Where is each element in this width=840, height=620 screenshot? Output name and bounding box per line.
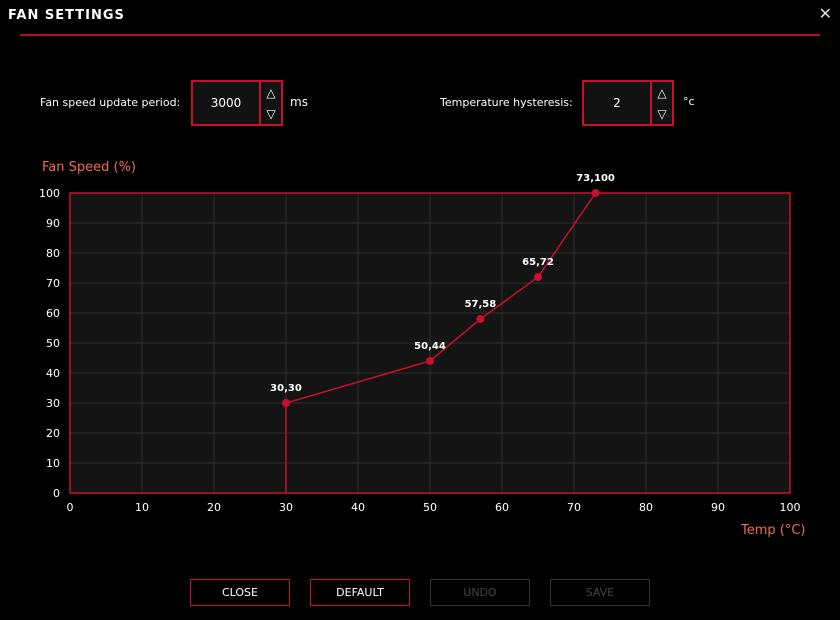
close-button[interactable]: CLOSE (190, 579, 290, 606)
title-divider (20, 34, 820, 36)
save-button[interactable]: SAVE (550, 579, 650, 606)
increment-arrow-icon[interactable]: △ (266, 85, 276, 100)
point-label: 65,72 (522, 257, 554, 268)
y-tick-label: 70 (46, 277, 60, 290)
x-axis-title: Temp (°C) (741, 523, 806, 538)
update-period-label: Fan speed update period: (40, 96, 181, 109)
hysteresis-spin-buttons: △ ▽ (650, 82, 672, 124)
point-label: 57,58 (465, 299, 497, 310)
decrement-arrow-icon[interactable]: ▽ (657, 106, 667, 121)
hysteresis-stepper[interactable]: 2 △ ▽ (582, 80, 674, 126)
curve-point[interactable] (534, 273, 542, 281)
update-period-stepper[interactable]: 3000 △ ▽ (191, 80, 283, 126)
x-tick-label: 70 (567, 501, 581, 514)
y-tick-label: 50 (46, 337, 60, 350)
point-label: 50,44 (414, 341, 446, 352)
default-button[interactable]: DEFAULT (310, 579, 410, 606)
fan-curve-line (285, 192, 597, 493)
increment-arrow-icon[interactable]: △ (657, 85, 667, 100)
y-tick-label: 10 (46, 457, 60, 470)
x-tick-label: 50 (423, 501, 437, 514)
curve-point[interactable] (426, 357, 434, 365)
y-tick-label: 20 (46, 427, 60, 440)
curve-point[interactable] (591, 189, 600, 197)
hysteresis-input[interactable]: 2 (613, 96, 621, 110)
y-tick-label: 90 (46, 217, 60, 230)
x-tick-label: 20 (207, 501, 221, 514)
y-tick-label: 60 (46, 307, 60, 320)
x-tick-label: 90 (711, 501, 725, 514)
plot-border (69, 192, 791, 494)
hysteresis-unit: °c (683, 95, 695, 108)
y-axis-title: Fan Speed (%) (42, 160, 137, 175)
update-period-input[interactable]: 3000 (210, 96, 242, 110)
update-period-unit: ms (290, 95, 308, 109)
undo-button[interactable]: UNDO (430, 579, 530, 606)
curve-point[interactable] (282, 399, 290, 407)
window-title: FAN SETTINGS (8, 8, 125, 23)
x-tick-label: 0 (67, 501, 74, 514)
x-tick-label: 40 (351, 501, 365, 514)
point-label: 30,30 (270, 383, 302, 394)
y-tick-label: 30 (46, 397, 60, 410)
x-tick-label: 100 (780, 501, 801, 514)
point-label: 73,100 (576, 173, 615, 184)
update-period-spin-buttons: △ ▽ (259, 82, 281, 124)
hysteresis-label: Temperature hysteresis: (440, 96, 573, 109)
y-tick-label: 40 (46, 367, 60, 380)
x-tick-label: 80 (639, 501, 653, 514)
decrement-arrow-icon[interactable]: ▽ (266, 106, 276, 121)
y-tick-label: 0 (53, 487, 60, 500)
x-tick-label: 10 (135, 501, 149, 514)
y-tick-label: 80 (46, 247, 60, 260)
fan-curve-chart[interactable]: 0 10 20 30 40 50 60 70 80 90 100 0 10 20 30 40 50 60 70 80 9… (0, 0, 840, 560)
x-tick-label: 30 (279, 501, 293, 514)
curve-point[interactable] (476, 315, 485, 323)
y-tick-label: 100 (39, 187, 60, 200)
close-icon[interactable]: ✕ (818, 4, 832, 23)
x-tick-label: 60 (495, 501, 509, 514)
